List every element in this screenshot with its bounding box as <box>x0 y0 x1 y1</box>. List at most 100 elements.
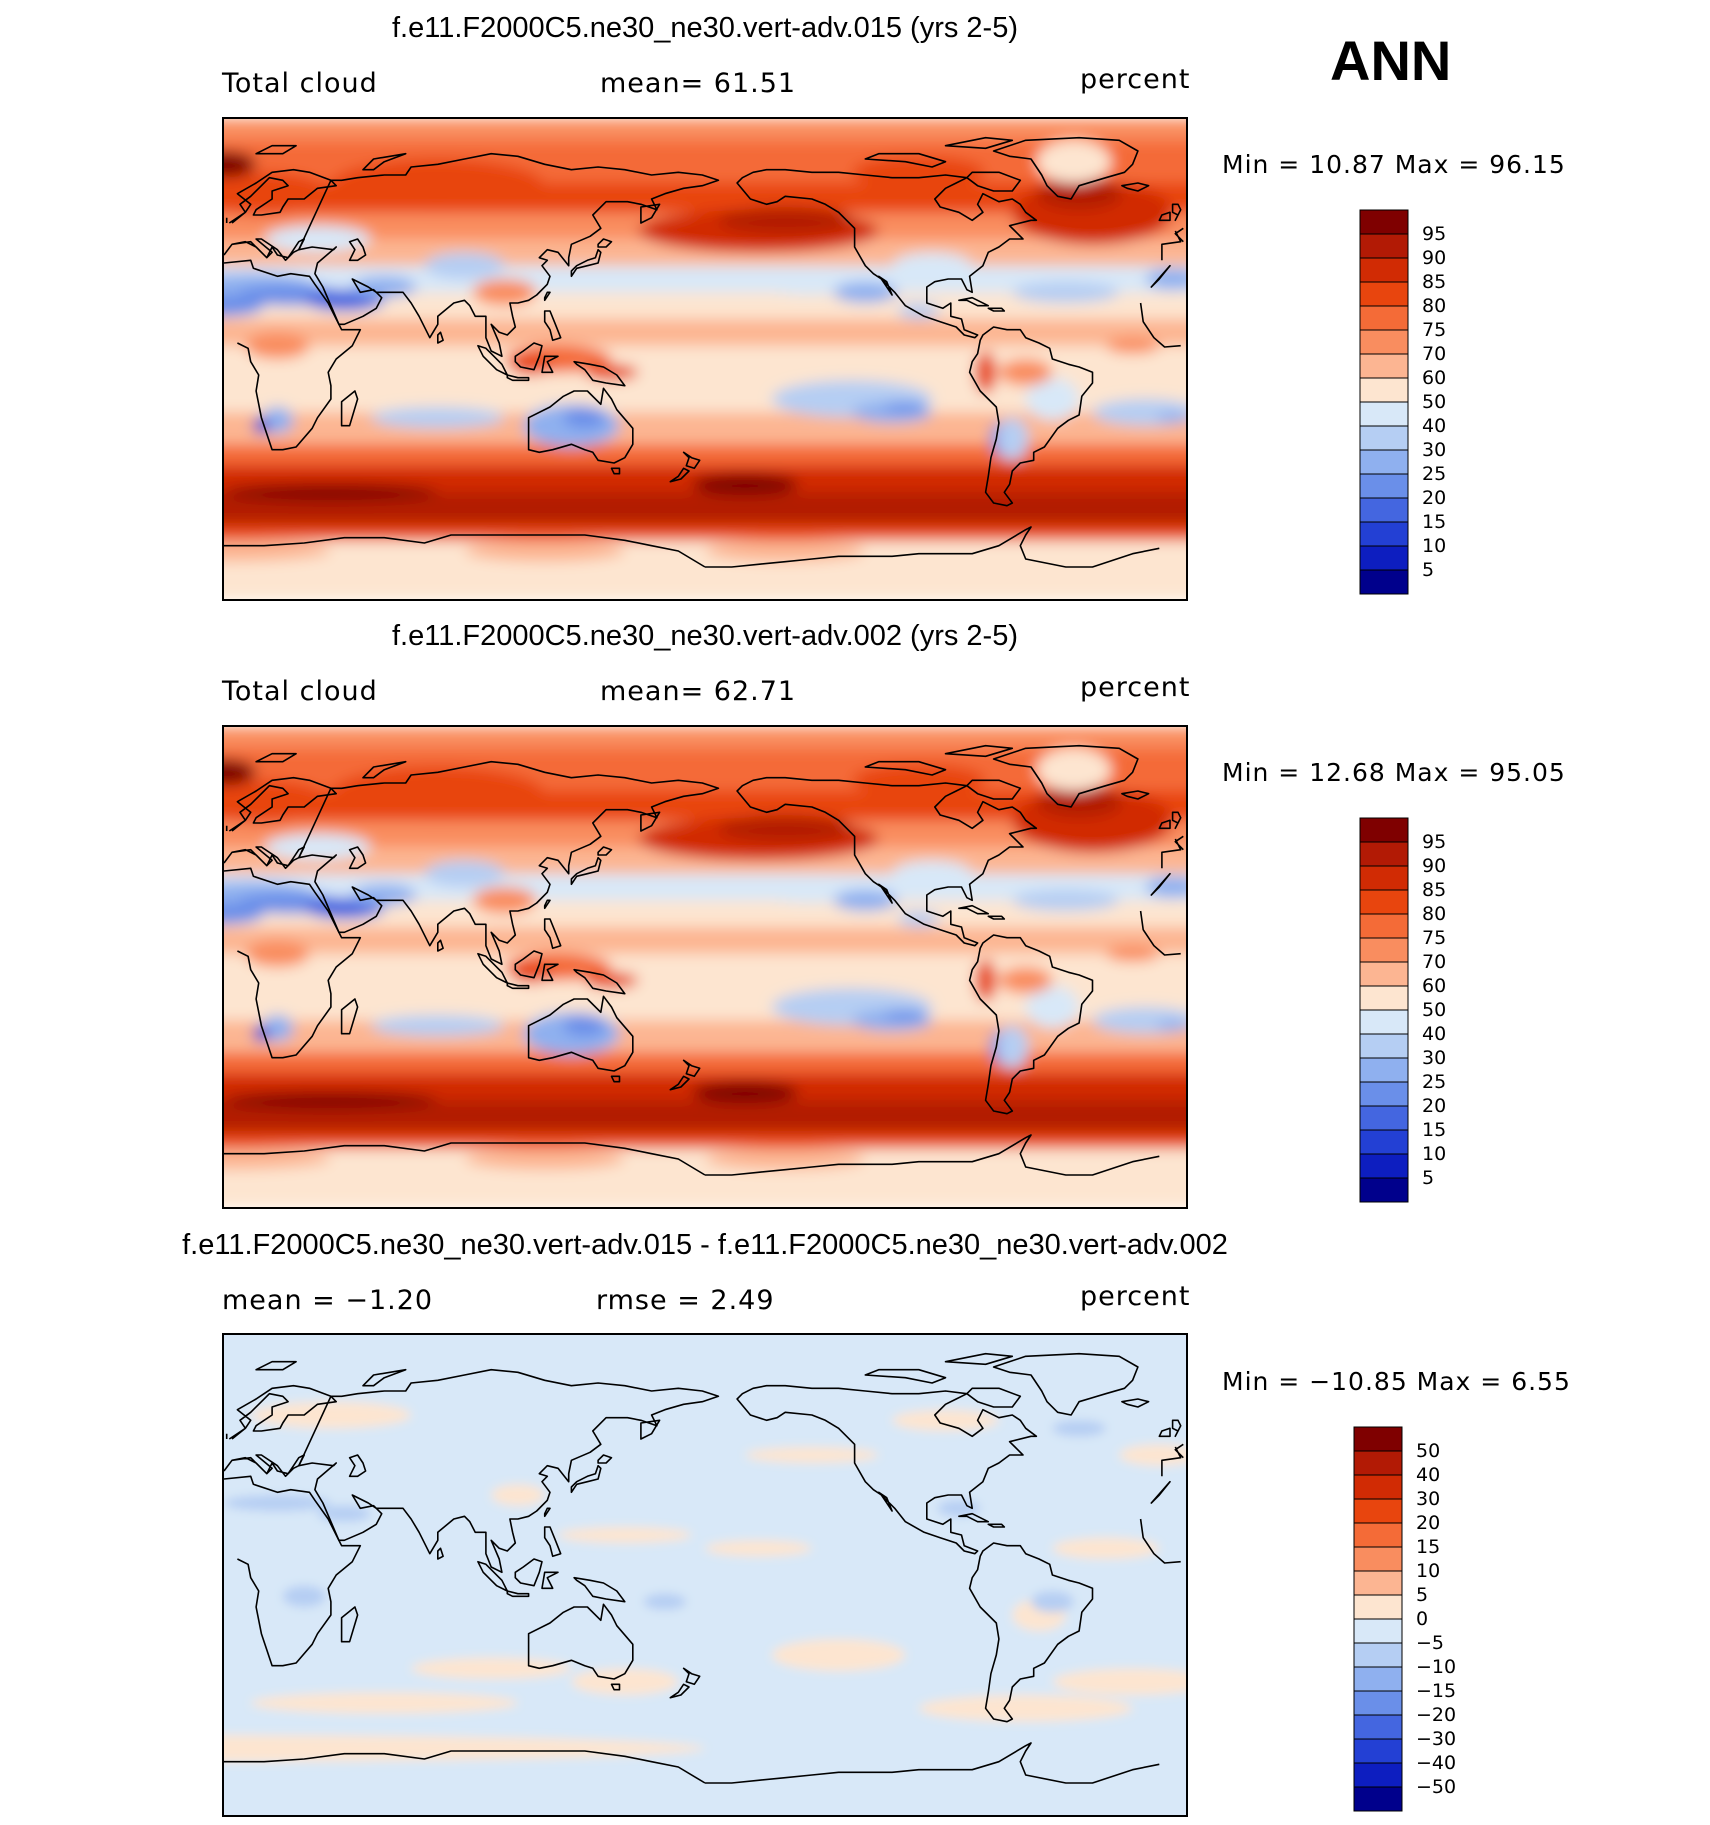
colorbar-swatch <box>1353 1570 1403 1596</box>
colorbar-tick-label: 85 <box>1422 271 1446 293</box>
colorbar-tick-label: 0 <box>1416 1608 1428 1630</box>
colorbar-swatch <box>1359 329 1409 355</box>
coastline <box>298 152 720 358</box>
colorbar-tick-label: 25 <box>1422 463 1446 485</box>
coastline <box>224 867 1181 1059</box>
coastline <box>864 152 947 168</box>
colorbar-swatch <box>1359 1153 1409 1179</box>
units-label: percent <box>1080 1281 1191 1312</box>
coastline <box>437 939 444 952</box>
colorbar-tick-label: 20 <box>1416 1512 1440 1534</box>
coastline <box>506 1590 530 1598</box>
coastline <box>573 1576 626 1603</box>
coastline <box>543 291 551 302</box>
mean-label: mean= 61.51 <box>600 68 797 99</box>
coastline <box>968 934 1094 1115</box>
coastline <box>992 744 1139 808</box>
coastline <box>255 752 297 763</box>
coastline <box>225 1419 1182 1439</box>
coastline <box>987 1523 1006 1528</box>
coastline <box>1121 182 1150 192</box>
coastline <box>640 203 661 224</box>
colorbar-tick-label: 95 <box>1422 223 1446 245</box>
min-max-label: Min = 12.68 Max = 95.05 <box>1222 758 1566 787</box>
coastline <box>570 1464 602 1494</box>
colorbar-swatch <box>1359 449 1409 475</box>
coastline <box>987 915 1006 920</box>
colorbar-tick-label: 5 <box>1416 1584 1428 1606</box>
colorbar-tick-label: 60 <box>1422 367 1446 389</box>
coastline <box>541 355 559 374</box>
coastlines <box>224 744 1184 1176</box>
season-label: ANN <box>1330 29 1452 92</box>
colorbar-swatch <box>1359 497 1409 523</box>
colorbar: 95 90 85 80 75 70 60 50 40 30 25 20 15 10 5 <box>1359 209 1470 595</box>
colorbar-swatch <box>1359 401 1409 427</box>
coastline <box>298 760 720 966</box>
colorbar-swatch <box>1353 1522 1403 1548</box>
coastline <box>573 968 626 995</box>
coastline <box>597 238 613 248</box>
coastline <box>543 1526 562 1558</box>
coastline <box>527 995 634 1072</box>
coastline <box>1158 211 1171 222</box>
colorbar-swatch <box>1353 1642 1403 1668</box>
colorbar-tick-label: 20 <box>1422 1095 1446 1117</box>
coastline <box>968 326 1094 507</box>
colorbar-tick-label: 5 <box>1422 1167 1434 1189</box>
coastline <box>640 1419 661 1440</box>
colorbar-swatch <box>1353 1618 1403 1644</box>
coastline <box>669 1075 690 1091</box>
colorbar-swatch <box>1359 865 1409 891</box>
coastline <box>736 776 1038 947</box>
coastline <box>958 1512 990 1523</box>
coastline <box>610 467 621 475</box>
coastline <box>543 310 562 342</box>
coastline <box>1121 1398 1150 1408</box>
coastline <box>224 259 1181 451</box>
colorbar-swatch <box>1359 1033 1409 1059</box>
coastline <box>944 1352 1014 1366</box>
colorbar-swatch <box>1359 545 1409 571</box>
coastline <box>514 950 543 979</box>
coastline <box>1158 819 1171 830</box>
colorbar-swatch <box>1359 257 1409 283</box>
colorbar-tick-label: −10 <box>1416 1656 1456 1678</box>
colorbar-tick-label: 10 <box>1422 535 1446 557</box>
colorbar-tick-label: 80 <box>1422 903 1446 925</box>
colorbar-swatch <box>1359 937 1409 963</box>
coastline <box>437 1547 444 1560</box>
variable-label: Total cloud <box>222 68 378 99</box>
coastline <box>541 963 559 982</box>
colorbar-swatch <box>1359 233 1409 259</box>
colorbar-swatch <box>1359 209 1409 235</box>
colorbar: 50 40 30 20 15 10 5 0 −5 −10 −15 −20 −30 −40 −50 <box>1353 1426 1470 1812</box>
colorbar-swatch <box>1359 521 1409 547</box>
map-plot <box>222 1333 1188 1817</box>
coastline <box>224 1742 1160 1784</box>
coastline <box>362 152 407 171</box>
colorbar-swatch <box>1359 961 1409 987</box>
colorbar-swatch <box>1353 1474 1403 1500</box>
colorbar-swatch <box>1359 305 1409 331</box>
colorbar-tick-label: 70 <box>1422 343 1446 365</box>
map-plot <box>222 117 1188 601</box>
coastline <box>736 168 1038 339</box>
coastline <box>543 1507 551 1518</box>
colorbar-swatch <box>1353 1738 1403 1764</box>
colorbar-swatch <box>1353 1762 1403 1788</box>
colorbar-swatch <box>1359 1081 1409 1107</box>
coastline <box>527 1603 634 1680</box>
coastline <box>573 360 626 387</box>
coastlines <box>224 136 1184 568</box>
colorbar-swatch <box>1359 425 1409 451</box>
coastline <box>966 1387 1022 1408</box>
coastline <box>225 203 1182 223</box>
coastline <box>514 342 543 371</box>
coastline <box>1158 1427 1171 1438</box>
colorbar: 95 90 85 80 75 70 60 50 40 30 25 20 15 10 5 <box>1359 817 1470 1203</box>
coastline <box>298 1368 720 1574</box>
coastline <box>437 331 444 344</box>
colorbar-tick-label: 40 <box>1422 415 1446 437</box>
coastline <box>255 1360 297 1371</box>
